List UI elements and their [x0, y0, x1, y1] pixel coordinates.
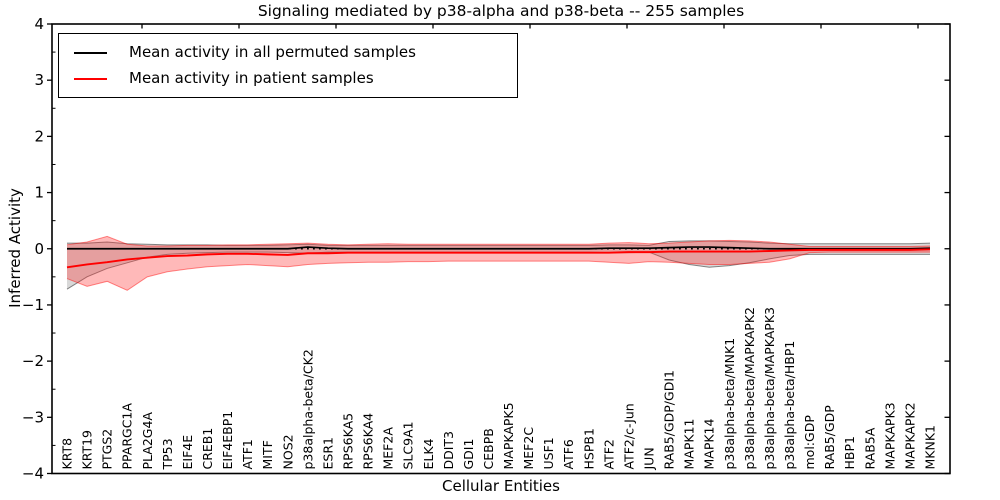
- x-tick-label: MAPKAPK3: [882, 402, 897, 469]
- x-tick-label: ATF2/c-Jun: [621, 403, 636, 469]
- x-tick-label: ATF1: [240, 439, 255, 469]
- y-tick-label: −4: [22, 465, 44, 483]
- x-tick-label: ELK4: [421, 438, 436, 469]
- y-tick-label: −3: [22, 408, 44, 426]
- y-tick-label: 3: [34, 71, 44, 89]
- x-tick-label: MKNK1: [923, 425, 938, 469]
- x-tick-label: SLC9A1: [401, 421, 416, 469]
- confidence-band-permuted: [67, 240, 930, 290]
- x-tick-label: MAPKAPK5: [501, 402, 516, 469]
- x-tick-label: mol:GDP: [802, 415, 817, 470]
- x-tick-label: GDI1: [461, 439, 476, 470]
- x-tick-label: PLA2G4A: [140, 412, 155, 470]
- x-tick-label: ATF6: [561, 439, 576, 469]
- x-tick-label: JUN: [642, 447, 657, 470]
- x-tick-label: RAB5/GDP: [822, 405, 837, 470]
- x-tick-label: KRT8: [60, 438, 75, 470]
- x-tick-label: ATF2: [601, 439, 616, 469]
- y-tick-label: −1: [22, 296, 44, 314]
- confidence-band-upper-edge-permuted: [67, 240, 931, 246]
- x-tick-label: MEF2C: [521, 427, 536, 470]
- x-tick-label: MEF2A: [381, 427, 396, 470]
- x-tick-label: PTGS2: [100, 429, 115, 470]
- x-tick-label: MAPK14: [702, 418, 717, 469]
- mean-line-patient: [66, 248, 931, 269]
- y-tick-label: −2: [22, 352, 44, 370]
- x-tick-label: p38alpha-beta/MAPKAPK2: [742, 307, 757, 470]
- legend-label-patient: Mean activity in patient samples: [129, 69, 374, 87]
- x-axis-label: Cellular Entities: [442, 477, 560, 495]
- x-tick-label: DDIT3: [441, 431, 456, 470]
- x-tick-label: p38alpha-beta/MAPKAPK3: [762, 307, 777, 470]
- y-tick-label: 0: [34, 240, 44, 258]
- x-tick-label: ESR1: [320, 437, 335, 469]
- x-tick-label: p38alpha-beta/CK2: [300, 349, 315, 469]
- x-tick-label: HSPB1: [581, 428, 596, 469]
- x-tick-label: PPARGC1A: [120, 403, 135, 470]
- x-tick-label: EIF4EBP1: [220, 411, 235, 470]
- x-tick-label: USF1: [541, 437, 556, 469]
- chart-title: Signaling mediated by p38-alpha and p38-…: [257, 2, 745, 20]
- x-tick-label: CREB1: [200, 428, 215, 470]
- y-tick-label: 4: [34, 15, 44, 33]
- x-tick-label: MITF: [260, 440, 275, 469]
- legend-line-patient-icon: [74, 77, 107, 80]
- x-tick-label: EIF4E: [180, 435, 195, 470]
- legend-item-patient: Mean activity in patient samples: [74, 71, 517, 86]
- x-tick-label: RAB5/GDP/GDI1: [662, 370, 677, 469]
- y-tick-label: 2: [34, 127, 44, 145]
- legend-line-permuted-icon: [74, 51, 107, 54]
- y-tick-label: 1: [34, 184, 44, 202]
- x-tick-label: RPS6KA4: [361, 413, 376, 470]
- x-tick-label: p38alpha-beta/MNK1: [722, 338, 737, 470]
- x-tick-label: CEBPB: [481, 428, 496, 469]
- confidence-band-upper-edge-patient: [66, 235, 931, 248]
- legend-label-permuted: Mean activity in all permuted samples: [129, 43, 416, 61]
- y-axis-label: Inferred Activity: [6, 188, 24, 308]
- legend-item-permuted: Mean activity in all permuted samples: [74, 45, 517, 60]
- mean-line-permuted: [67, 246, 931, 250]
- x-tick-label: p38alpha-beta/HBP1: [782, 341, 797, 470]
- x-tick-label: RAB5A: [862, 427, 877, 469]
- x-tick-label: MAPKAPK2: [902, 402, 917, 469]
- x-tick-label: HBP1: [842, 436, 857, 469]
- x-tick-label: RPS6KA5: [340, 413, 355, 470]
- x-tick-label: KRT19: [80, 430, 95, 470]
- x-tick-label: MAPK11: [682, 419, 697, 470]
- x-tick-label: TP53: [160, 438, 175, 470]
- confidence-band-lower-edge-patient: [66, 251, 930, 291]
- x-tick-label: NOS2: [280, 434, 295, 469]
- legend: Mean activity in all permuted samples Me…: [58, 33, 518, 98]
- confidence-band-patient: [67, 236, 930, 291]
